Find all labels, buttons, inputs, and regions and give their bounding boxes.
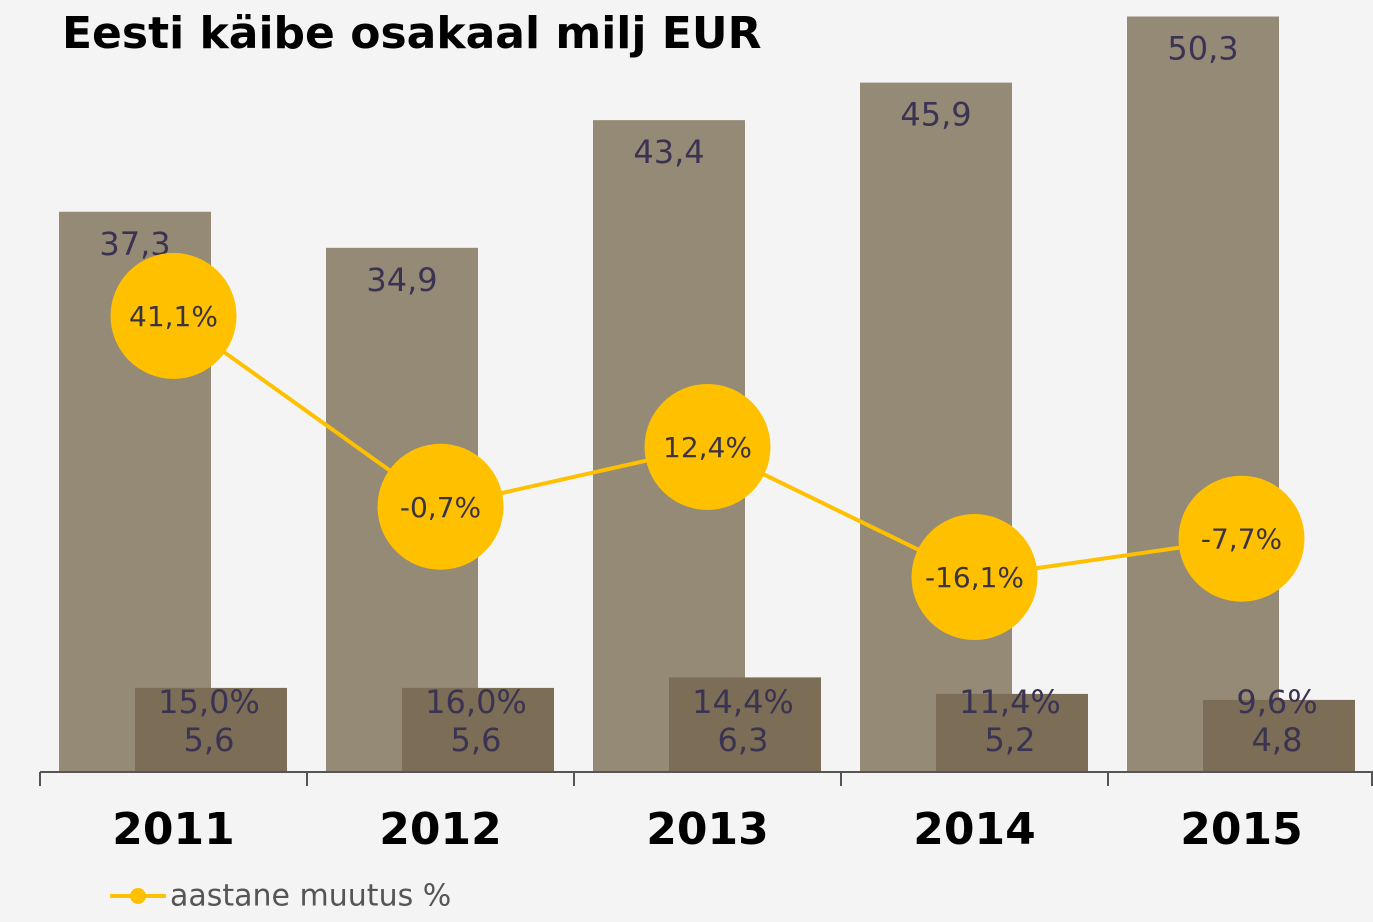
x-tick-label: 2014	[913, 804, 1035, 855]
data-label: 45,9	[900, 96, 971, 134]
chart-title: Eesti käibe osakaal milj EUR	[62, 8, 761, 59]
data-label: 6,3	[718, 721, 769, 759]
legend-label: aastane muutus %	[170, 879, 451, 914]
data-label: 12,4%	[663, 431, 752, 464]
x-tick-label: 2013	[646, 804, 768, 855]
bar	[669, 677, 821, 772]
data-label: 5,6	[451, 721, 502, 759]
data-label: 5,6	[184, 721, 235, 759]
line-marker	[110, 252, 237, 379]
line-marker	[644, 383, 771, 510]
bar	[936, 693, 1088, 772]
bar	[135, 687, 287, 772]
data-label: 50,3	[1167, 30, 1238, 68]
percent-label: 9,6%	[1236, 683, 1317, 721]
bar	[1127, 16, 1279, 772]
x-tick-label: 2011	[112, 804, 234, 855]
percent-label: 11,4%	[959, 683, 1061, 721]
data-label: 43,4	[633, 133, 704, 171]
line-marker	[1178, 475, 1305, 602]
line-marker	[911, 514, 1038, 641]
x-tick-label: 2012	[379, 804, 501, 855]
x-tick-label: 2015	[1180, 804, 1302, 855]
data-label: -16,1%	[925, 561, 1024, 594]
legend-marker	[130, 888, 146, 904]
percent-label: 14,4%	[692, 683, 794, 721]
line-marker	[377, 443, 504, 570]
data-label: -0,7%	[400, 491, 481, 524]
percent-label: 15,0%	[158, 683, 260, 721]
percent-label: 16,0%	[425, 683, 527, 721]
bar	[402, 687, 554, 772]
data-label: 34,9	[366, 261, 437, 299]
bar	[860, 82, 1012, 773]
data-label: -7,7%	[1201, 523, 1282, 556]
data-label: 41,1%	[129, 300, 218, 333]
bar	[1203, 699, 1355, 772]
data-label: 5,2	[985, 721, 1036, 759]
data-label: 4,8	[1252, 721, 1303, 759]
